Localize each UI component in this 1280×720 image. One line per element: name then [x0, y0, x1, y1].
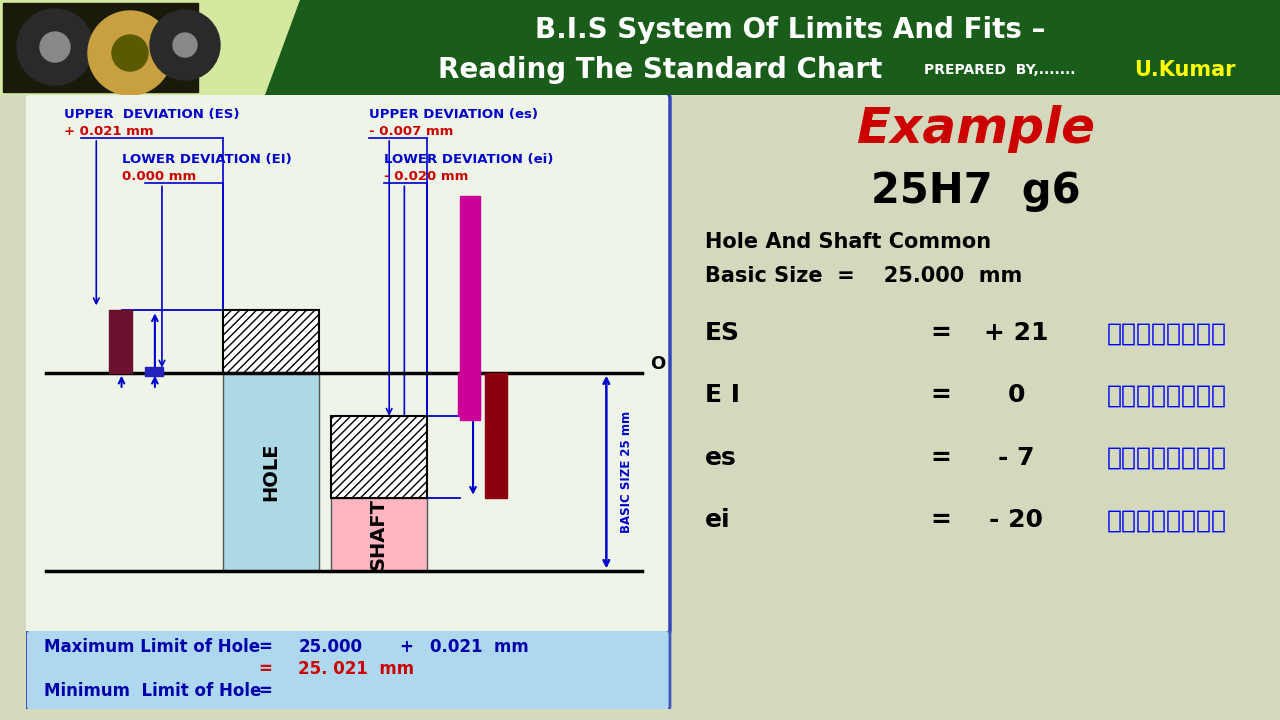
Text: +: + — [399, 639, 413, 657]
Bar — [145, 367, 163, 377]
Text: 0.000 mm: 0.000 mm — [122, 170, 196, 183]
Text: ES: ES — [705, 321, 740, 345]
Text: 25H7  g6: 25H7 g6 — [872, 171, 1080, 212]
Text: - 20: - 20 — [989, 508, 1043, 532]
Text: =: = — [931, 446, 951, 470]
Text: मायक्रॉन: मायक्रॉन — [1107, 508, 1226, 532]
Circle shape — [173, 33, 197, 57]
Text: 25.000: 25.000 — [298, 639, 362, 657]
Text: मायक्रॉन: मायक्रॉन — [1107, 384, 1226, 408]
Text: BASIC SIZE 25 mm: BASIC SIZE 25 mm — [620, 411, 634, 533]
Polygon shape — [265, 0, 1280, 95]
Text: Minimum  Limit of Hole: Minimum Limit of Hole — [44, 683, 261, 701]
Text: Hole And Shaft Common: Hole And Shaft Common — [705, 233, 991, 253]
Bar — [109, 310, 132, 373]
Bar — [458, 373, 480, 416]
Circle shape — [40, 32, 70, 62]
Text: es: es — [705, 446, 736, 470]
Text: =: = — [257, 683, 271, 701]
Text: - 0.007 mm: - 0.007 mm — [369, 125, 453, 138]
Text: LOWER DEVIATION (EI): LOWER DEVIATION (EI) — [122, 153, 292, 166]
Text: E I: E I — [705, 384, 740, 408]
Bar — [223, 310, 319, 373]
Text: - 0.020 mm: - 0.020 mm — [384, 170, 468, 183]
Text: HOLE: HOLE — [261, 443, 280, 501]
Text: SHAFT: SHAFT — [369, 498, 388, 570]
Circle shape — [88, 11, 172, 95]
Bar — [330, 416, 426, 498]
Text: Reading The Standard Chart: Reading The Standard Chart — [438, 56, 882, 84]
Bar — [460, 196, 480, 420]
Circle shape — [150, 10, 220, 80]
Text: U.Kumar: U.Kumar — [1134, 60, 1235, 80]
Text: O: O — [650, 356, 666, 374]
FancyBboxPatch shape — [26, 629, 669, 711]
Text: ei: ei — [705, 508, 731, 532]
Text: मायक्रॉन: मायक्रॉन — [1107, 321, 1226, 345]
Circle shape — [113, 35, 148, 71]
Text: UPPER DEVIATION (es): UPPER DEVIATION (es) — [369, 108, 538, 121]
Text: =: = — [931, 508, 951, 532]
Bar — [223, 373, 319, 571]
Bar — [330, 498, 426, 571]
Circle shape — [17, 9, 93, 85]
Text: + 0.021 mm: + 0.021 mm — [64, 125, 154, 138]
Text: 0.021  mm: 0.021 mm — [430, 639, 529, 657]
Text: UPPER  DEVIATION (ES): UPPER DEVIATION (ES) — [64, 108, 239, 121]
Text: Basic Size  =    25.000  mm: Basic Size = 25.000 mm — [705, 266, 1023, 287]
Text: =: = — [931, 384, 951, 408]
Text: =: = — [931, 321, 951, 345]
Text: Maximum Limit of Hole: Maximum Limit of Hole — [44, 639, 260, 657]
Text: PREPARED  BY,.......: PREPARED BY,....... — [924, 63, 1075, 77]
Text: - 7: - 7 — [998, 446, 1034, 470]
Text: =: = — [257, 660, 271, 678]
Text: Example: Example — [856, 105, 1096, 153]
Text: मायक्रॉन: मायक्रॉन — [1107, 446, 1226, 470]
Text: + 21: + 21 — [984, 321, 1048, 345]
FancyBboxPatch shape — [23, 93, 669, 636]
Text: =: = — [257, 639, 271, 657]
Bar — [485, 373, 507, 498]
Bar — [3, 3, 198, 92]
Text: LOWER DEVIATION (ei): LOWER DEVIATION (ei) — [384, 153, 553, 166]
Text: 25. 021  mm: 25. 021 mm — [298, 660, 415, 678]
Text: 0: 0 — [1007, 384, 1025, 408]
Text: B.I.S System Of Limits And Fits –: B.I.S System Of Limits And Fits – — [535, 16, 1046, 44]
